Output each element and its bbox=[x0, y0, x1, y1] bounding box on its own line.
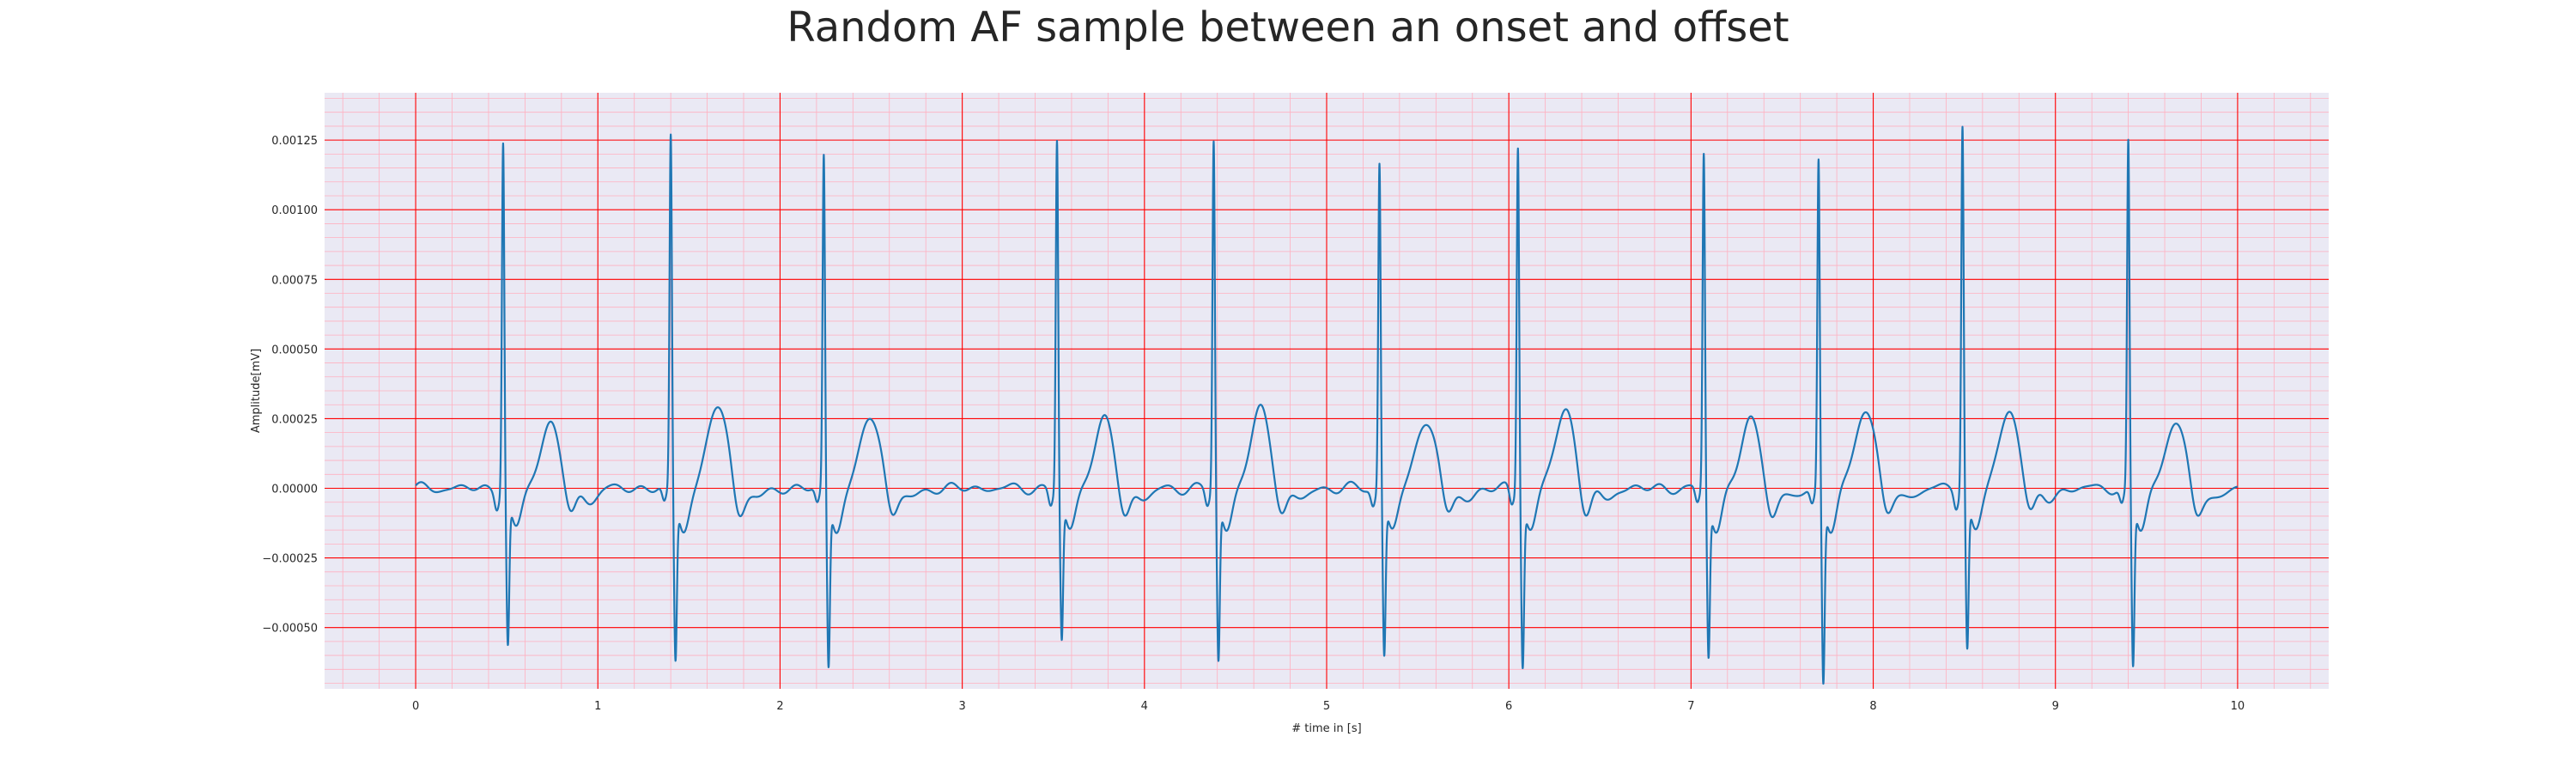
x-tick-label: 9 bbox=[2052, 700, 2059, 713]
y-tick-label: 0.00075 bbox=[271, 274, 318, 287]
chart-title: Random AF sample between an onset and of… bbox=[787, 3, 1789, 52]
x-tick-label: 3 bbox=[958, 700, 965, 713]
x-axis-label: # time in [s] bbox=[1291, 722, 1361, 735]
x-tick-label: 5 bbox=[1323, 700, 1330, 713]
x-tick-label: 1 bbox=[594, 700, 601, 713]
y-tick-label: 0.00050 bbox=[271, 344, 318, 356]
y-tick-label: 0.00000 bbox=[271, 484, 318, 496]
y-tick-label: 0.00100 bbox=[271, 204, 318, 217]
y-tick-label: −0.00050 bbox=[262, 623, 318, 636]
y-tick-label: 0.00125 bbox=[271, 135, 318, 148]
y-tick-label: 0.00025 bbox=[271, 413, 318, 426]
x-tick-label: 2 bbox=[776, 700, 783, 713]
ecg-series-line bbox=[415, 125, 2239, 685]
x-tick-label: 4 bbox=[1141, 700, 1148, 713]
y-tick-labels: −0.00050 −0.00025 0.00000 0.00025 0.00050 0.0… bbox=[262, 135, 318, 636]
x-tick-label: 8 bbox=[1869, 700, 1876, 713]
x-tick-label: 6 bbox=[1505, 700, 1512, 713]
y-tick-label: −0.00025 bbox=[262, 553, 318, 566]
x-tick-labels: 0 1 2 3 4 5 6 7 8 9 10 bbox=[412, 700, 2245, 713]
x-tick-label: 7 bbox=[1687, 700, 1694, 713]
x-tick-label: 10 bbox=[2231, 700, 2245, 713]
x-tick-label: 0 bbox=[412, 700, 419, 713]
y-axis-label: Amplitude[mV] bbox=[250, 349, 263, 433]
